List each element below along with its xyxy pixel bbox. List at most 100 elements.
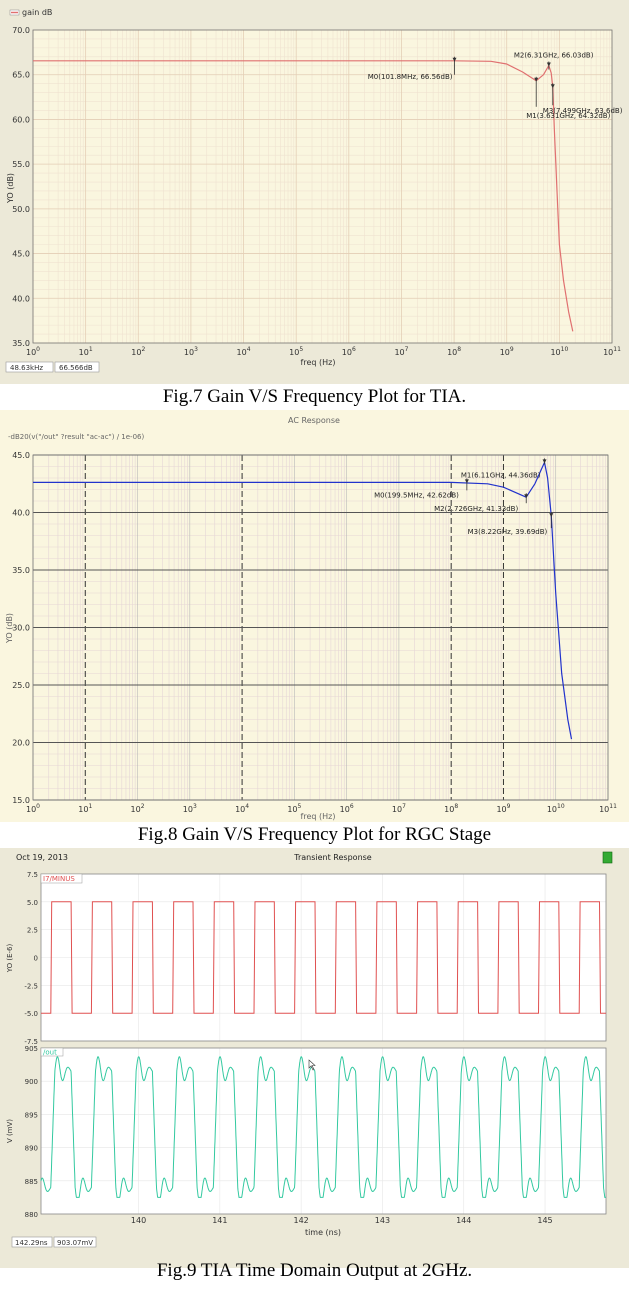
fig7-marker-label: M2(6.31GHz, 66.03dB) (514, 52, 594, 60)
fig8-x-tick-label: 100 (26, 803, 40, 814)
fig8-x-tick-label: 108 (444, 803, 458, 814)
fig7-plot-border (32, 29, 613, 344)
fig7-x-tick-label: 101 (79, 346, 93, 357)
fig9-bottom-y-axis-label: V (mV) (6, 1119, 14, 1143)
fig8-panel: 100 101 102 103 104 105 106 107 108 109 1010 1011 15… (0, 410, 629, 822)
fig9-x-axis-label: time (ns) (305, 1228, 341, 1237)
fig7-x-tick-label: 107 (394, 346, 408, 357)
fig7-x-tick-label: 1010 (550, 346, 568, 357)
fig7-y-tick-label: 35.0 (12, 339, 30, 348)
fig7-x-axis-label: freq (Hz) (301, 358, 336, 367)
fig9-top-y-tick-label: -7.5 (24, 1038, 38, 1046)
fig9-bottom-y-tick-label: 905 (25, 1045, 38, 1053)
fig7-series-line (33, 60, 574, 332)
fig8-caption: Fig.8 Gain V/S Frequency Plot for RGC St… (137, 824, 492, 845)
fig9-bottom-y-tick-label: 880 (25, 1211, 38, 1219)
fig7-x-tick-label: 108 (447, 346, 461, 357)
fig7-marker-arrow (534, 77, 539, 82)
fig7-y-axis-label: YO (dB) (6, 173, 15, 204)
fig8-marker-arrow (549, 513, 554, 518)
fig8-y-tick-label: 15.0 (12, 796, 30, 805)
fig9-bottom-y-tick-label: 900 (25, 1078, 38, 1086)
fig8-expr-label: -dB20(v("/out" ?result "ac-ac") / 1e-06) (8, 433, 144, 441)
fig8-x-tick-label: 105 (287, 803, 301, 814)
fig9-status-time: 142.29ns (15, 1239, 48, 1247)
fig9-status-indicator (602, 851, 613, 864)
fig8-x-tick-label: 106 (340, 803, 354, 814)
fig9-top-label-box (40, 873, 83, 884)
fig9-top-y-tick-label: 7.5 (27, 871, 38, 879)
fig9-bottom-plot-area (41, 1048, 606, 1214)
fig7-y-tick-label: 70.0 (12, 26, 30, 35)
fig8-x-tick-label: 104 (235, 803, 249, 814)
fig9-top-label: I7/MINUS (43, 875, 75, 883)
fig7-marker-label: M3(7.499GHz, 63.6dB) (543, 107, 623, 115)
fig9-x-tick-label: 143 (375, 1216, 390, 1225)
fig8-x-tick-label: 101 (78, 803, 92, 814)
fig9-top-series-line (41, 901, 606, 1014)
fig8-marker-label: M1(6.11GHz, 44.36dB) (461, 471, 541, 479)
fig8-y-tick-label: 20.0 (12, 739, 30, 748)
fig7-x-tick-label: 102 (131, 346, 145, 357)
fig7-marker-label: M1(3.631GHz, 64.32dB) (526, 112, 610, 120)
fig9-x-tick-label: 140 (131, 1216, 146, 1225)
fig8-plot-border (32, 454, 609, 801)
fig7-x-tick-label: 109 (500, 346, 514, 357)
fig8-marker-label: M2(2.726GHz, 41.33dB) (434, 505, 518, 513)
fig7-y-tick-label: 45.0 (12, 250, 30, 259)
fig8-marker-label: M0(199.5MHz, 42.62dB) (374, 491, 459, 499)
fig7-x-tick-label: 103 (184, 346, 198, 357)
fig7-panel: 100 101 102 103 104 105 106 107 108 109 1010 1011 35… (0, 0, 629, 384)
fig8-x-tick-label: 1010 (547, 803, 565, 814)
fig9-top-plot-border (40, 873, 607, 1042)
fig9-top-y-tick-label: 0 (34, 955, 38, 963)
fig7-status-box-1 (5, 361, 54, 373)
fig9-panel: Oct 19, 2013 Transient Response -7.5 -5.0… (0, 848, 629, 1268)
fig8-chart: 100 101 102 103 104 105 106 107 108 109 1010 1011 15… (0, 410, 629, 822)
fig8-x-axis-label: freq (Hz) (301, 812, 336, 821)
fig7-y-tick-label: 60.0 (12, 115, 30, 124)
fig8-x-tick-label: 1011 (599, 803, 617, 814)
fig9-title: Transient Response (293, 853, 372, 862)
fig7-legend-label: gain dB (22, 8, 52, 17)
fig9-bottom-label: /out (43, 1049, 57, 1057)
fig7-plot-area (33, 30, 612, 343)
fig9-bottom-y-tick-label: 895 (25, 1111, 38, 1119)
fig9-bottom-series-line (40, 1056, 606, 1198)
fig7-status-gain: 66.566dB (59, 364, 93, 372)
fig7-x-tick-label: 106 (342, 346, 356, 357)
fig8-y-tick-label: 30.0 (12, 624, 30, 633)
fig9-bottom-y-tick-label: 890 (25, 1145, 38, 1153)
fig7-x-tick-label: 100 (26, 346, 40, 357)
fig7-y-tick-label: 50.0 (12, 205, 30, 214)
fig9-top-y-tick-label: -5.0 (24, 1010, 38, 1018)
fig8-title: AC Response (288, 416, 340, 425)
fig7-y-tick-label: 40.0 (12, 294, 30, 303)
fig7-x-tick-label: 104 (237, 346, 251, 357)
fig8-x-tick-label: 109 (496, 803, 510, 814)
fig8-y-tick-label: 45.0 (12, 451, 30, 460)
fig8-marker-arrow (524, 494, 529, 499)
fig9-top-y-axis-label: YO (E-6) (6, 943, 14, 973)
fig8-series-line (33, 461, 573, 740)
fig7-status-box-2 (54, 361, 100, 373)
fig8-y-tick-label: 35.0 (12, 566, 30, 575)
fig9-x-tick-label: 142 (294, 1216, 309, 1225)
fig7-marker-arrow (550, 84, 555, 89)
fig9-top-y-tick-label: -2.5 (24, 982, 38, 990)
fig7-marker-arrow (452, 57, 457, 62)
fig9-status-box-1 (11, 1236, 53, 1248)
fig7-marker-label: M0(101.8MHz, 66.56dB) (368, 73, 453, 81)
fig8-x-tick-label: 107 (392, 803, 406, 814)
fig8-marker-arrow (464, 479, 469, 484)
fig8-y-axis-label: YO (dB) (5, 613, 14, 644)
fig8-marker-arrow (542, 459, 547, 464)
fig9-caption: Fig.9 TIA Time Domain Output at 2GHz. (156, 1260, 473, 1281)
fig9-status-box-2 (53, 1236, 97, 1248)
fig7-chart: 100 101 102 103 104 105 106 107 108 109 1010 1011 35… (0, 0, 629, 384)
fig9-top-y-tick-label: 2.5 (27, 927, 38, 935)
fig8-y-tick-label: 40.0 (12, 509, 30, 518)
fig7-caption: Fig.7 Gain V/S Frequency Plot for TIA. (162, 386, 467, 407)
fig9-x-tick-label: 141 (212, 1216, 227, 1225)
fig9-chart: Oct 19, 2013 Transient Response -7.5 -5.0… (0, 848, 629, 1268)
